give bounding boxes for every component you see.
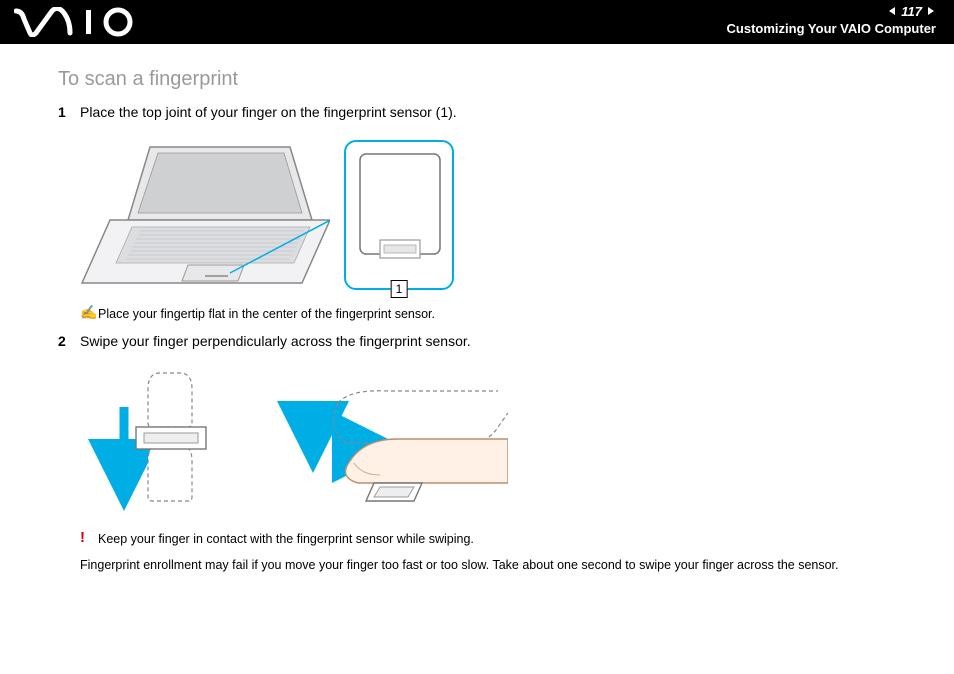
diagram-1: 1: [80, 135, 896, 295]
vaio-logo: [14, 4, 154, 40]
step-2-number: 2: [58, 332, 80, 350]
page-nav: 117: [727, 4, 936, 19]
diagram-2: [88, 365, 896, 520]
header-right: 117 Customizing Your VAIO Computer: [727, 4, 936, 36]
callout-1-label: 1: [391, 280, 408, 298]
next-page-arrow-icon[interactable]: [926, 4, 936, 19]
warning-icon: !: [80, 530, 98, 545]
page-number: 117: [901, 4, 922, 19]
note-1: ✍ Place your fingertip flat in the cente…: [80, 305, 896, 322]
note-icon: ✍: [80, 305, 98, 319]
step-1-text: Place the top joint of your finger on th…: [80, 103, 457, 121]
step-2-text: Swipe your finger perpendicularly across…: [80, 332, 471, 350]
page-header: 117 Customizing Your VAIO Computer: [0, 0, 954, 44]
body-text: Fingerprint enrollment may fail if you m…: [80, 557, 896, 573]
prev-page-arrow-icon[interactable]: [887, 4, 897, 19]
section-title: Customizing Your VAIO Computer: [727, 21, 936, 36]
page-heading: To scan a fingerprint: [58, 68, 896, 91]
warning-1: ! Keep your finger in contact with the f…: [80, 530, 896, 547]
page-content: To scan a fingerprint 1 Place the top jo…: [0, 44, 954, 573]
step-2: 2 Swipe your finger perpendicularly acro…: [58, 332, 896, 350]
laptop-illustration: [80, 135, 330, 295]
warning-text: Keep your finger in contact with the fin…: [98, 530, 474, 547]
swipe-illustration: [88, 365, 508, 515]
step-1: 1 Place the top joint of your finger on …: [58, 103, 896, 121]
step-1-number: 1: [58, 103, 80, 121]
note-1-text: Place your fingertip flat in the center …: [98, 305, 435, 322]
touchpad-callout: 1: [344, 140, 454, 290]
touchpad-detail-icon: [352, 148, 448, 284]
